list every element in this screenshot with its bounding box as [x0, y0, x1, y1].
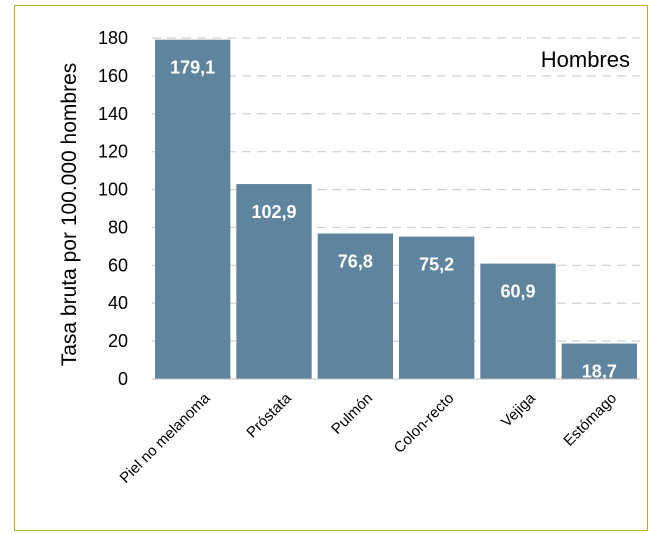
y-axis-label: Tasa bruta por 100.000 hombres — [58, 63, 81, 367]
y-tick-label: 0 — [118, 369, 128, 389]
x-axis-labels: Piel no melanoma Próstata Pulmón Colon-rect… — [117, 389, 621, 486]
x-tick-label: Próstata — [243, 389, 295, 441]
y-tick-label: 120 — [98, 142, 128, 162]
bar — [236, 184, 312, 379]
y-tick-label: 40 — [108, 293, 128, 313]
data-label: 76,8 — [338, 252, 373, 272]
x-tick-label: Estómago — [560, 390, 620, 450]
x-tick-label: Pulmón — [328, 390, 376, 438]
x-tick-label: Colon-recto — [391, 390, 458, 457]
y-tick-label: 180 — [98, 28, 128, 48]
data-labels: 179,1 102,9 76,8 75,2 60,9 18,7 — [170, 58, 617, 382]
x-tick-label: Vejiga — [498, 389, 539, 430]
bar — [399, 236, 475, 379]
bar — [317, 233, 393, 379]
data-label: 18,7 — [582, 362, 617, 382]
data-label: 179,1 — [170, 58, 215, 78]
y-tick-label: 100 — [98, 180, 128, 200]
bar — [561, 343, 637, 379]
y-tick-label: 160 — [98, 66, 128, 86]
y-tick-label: 80 — [108, 217, 128, 237]
x-tick-label: Piel no melanoma — [117, 389, 214, 486]
bars — [155, 39, 637, 380]
y-tick-label: 140 — [98, 104, 128, 124]
data-label: 75,2 — [419, 255, 454, 275]
gridlines — [152, 37, 640, 342]
bar — [480, 263, 556, 379]
panel-label: Hombres — [541, 47, 630, 72]
data-label: 60,9 — [500, 282, 535, 302]
data-label: 102,9 — [251, 202, 296, 222]
y-axis-ticks: 0 20 40 60 80 100 120 140 160 180 — [98, 28, 128, 389]
y-tick-label: 60 — [108, 255, 128, 275]
bar — [155, 39, 231, 380]
y-tick-label: 20 — [108, 331, 128, 351]
